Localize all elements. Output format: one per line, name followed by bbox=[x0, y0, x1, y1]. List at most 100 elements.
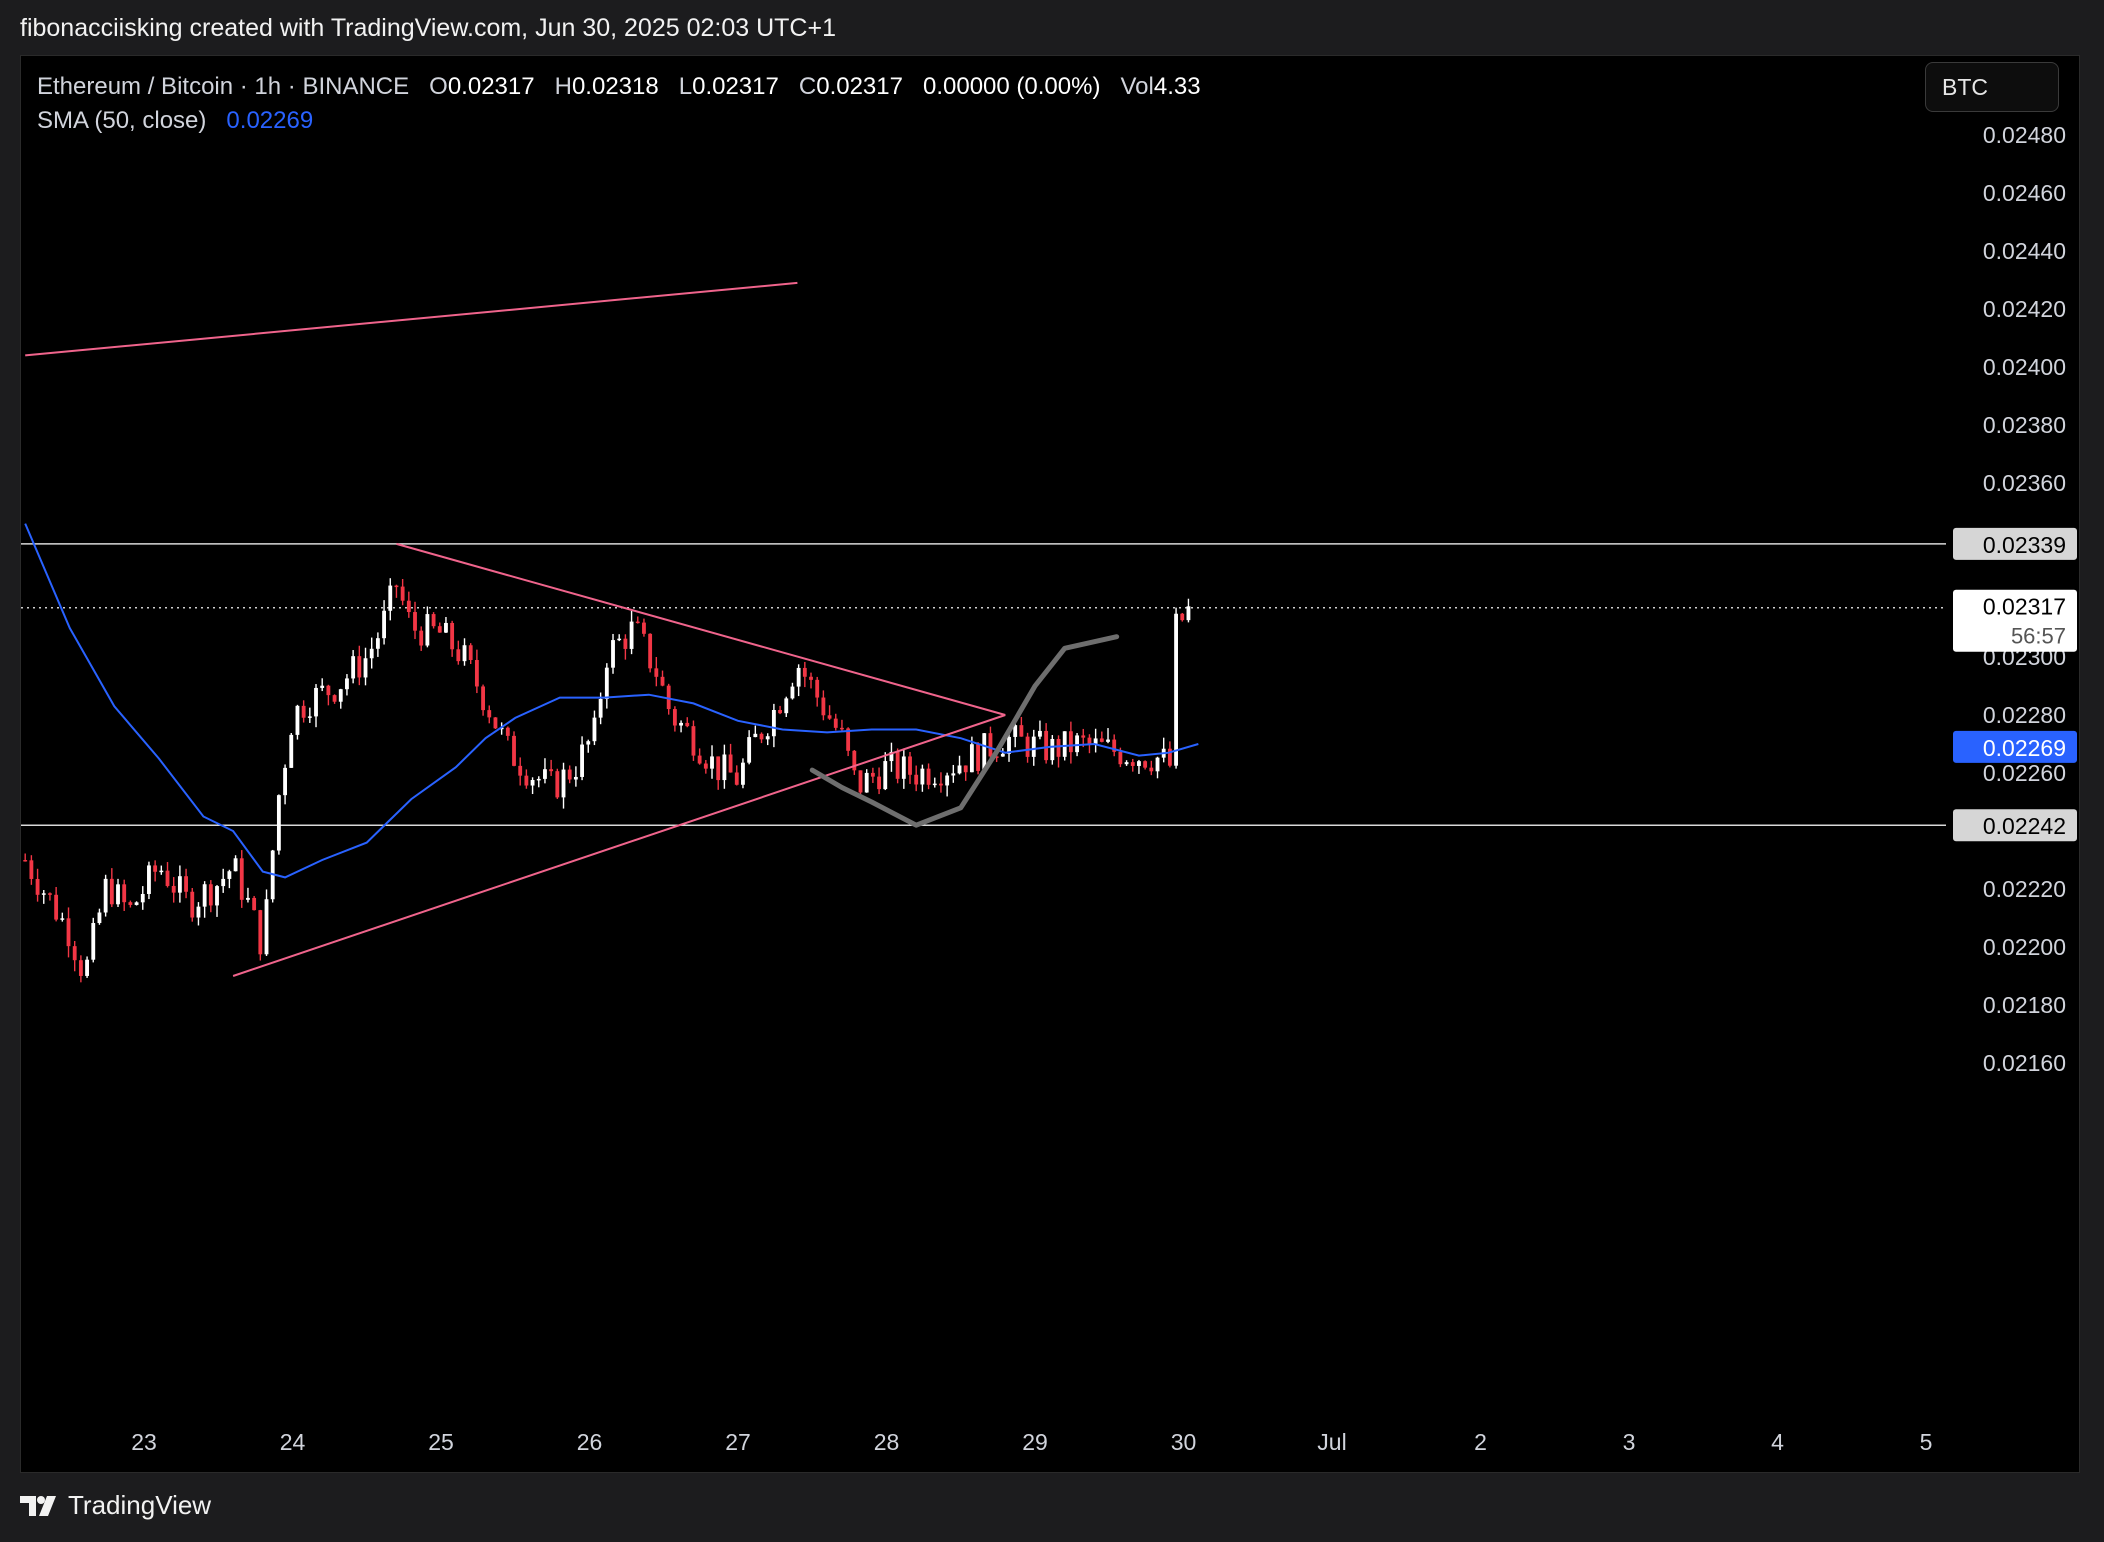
y-tick-label: 0.02440 bbox=[1983, 238, 2066, 264]
candle-down bbox=[976, 744, 980, 771]
candle-down bbox=[846, 728, 851, 751]
price-chart[interactable]: 0.02480 0.02460 0.02440 0.02420 0.02400 0.023… bbox=[21, 56, 2080, 1473]
candle-up bbox=[116, 884, 120, 905]
currency-selector[interactable]: BTC bbox=[1925, 62, 2059, 112]
candle-down bbox=[654, 668, 659, 677]
candle-up bbox=[103, 878, 108, 913]
candle-down bbox=[666, 685, 671, 710]
low-label: L bbox=[678, 73, 693, 100]
candle-up bbox=[246, 897, 250, 900]
candle-up bbox=[369, 648, 374, 659]
candle-down bbox=[549, 769, 554, 772]
volume-label: Vol bbox=[1120, 73, 1154, 100]
candle-up bbox=[951, 773, 956, 776]
candle-up bbox=[462, 645, 467, 662]
y-tick-label: 0.02400 bbox=[1983, 354, 2066, 380]
candle-down bbox=[184, 876, 188, 892]
candle-up bbox=[1062, 731, 1067, 757]
x-tick-label: 29 bbox=[1022, 1429, 1048, 1455]
candle-down bbox=[54, 894, 59, 920]
candle-up bbox=[573, 776, 578, 780]
candle-down bbox=[252, 897, 257, 911]
candle-up bbox=[889, 751, 894, 762]
candle-up bbox=[864, 772, 869, 793]
chart-area[interactable]: 0.02480 0.02460 0.02440 0.02420 0.02400 0.023… bbox=[20, 55, 2080, 1473]
candle-down bbox=[481, 686, 485, 711]
candle-up bbox=[747, 737, 752, 763]
candle-down bbox=[258, 910, 263, 955]
candle-up bbox=[883, 761, 888, 790]
candle-down bbox=[963, 765, 968, 773]
candle-down bbox=[493, 717, 498, 729]
low-value: 0.02317 bbox=[692, 73, 779, 100]
candle-down bbox=[301, 705, 306, 718]
candle-up bbox=[97, 912, 102, 924]
candle-down bbox=[23, 860, 28, 862]
trend-line bbox=[396, 542, 1006, 716]
candle-down bbox=[635, 621, 640, 624]
chart-legend: Ethereum / Bitcoin · 1h · BINANCE O0.023… bbox=[37, 70, 1201, 138]
y-tick-label: 0.02460 bbox=[1983, 180, 2066, 206]
candle-up bbox=[1155, 757, 1160, 772]
price-label-box bbox=[1953, 809, 2077, 842]
candle-up bbox=[543, 769, 547, 779]
candle-down bbox=[840, 727, 844, 730]
candle-down bbox=[1025, 736, 1030, 757]
x-tick-label: 4 bbox=[1771, 1429, 1784, 1455]
candle-up bbox=[530, 780, 535, 786]
candle-up bbox=[363, 658, 368, 678]
x-tick-label: 25 bbox=[428, 1429, 454, 1455]
candle-down bbox=[332, 695, 337, 702]
price-label-text: 0.02242 bbox=[1983, 813, 2066, 839]
symbol-label[interactable]: Ethereum / Bitcoin · 1h · BINANCE bbox=[37, 73, 410, 100]
candle-down bbox=[518, 765, 523, 776]
candle-down bbox=[1087, 737, 1092, 744]
candle-down bbox=[988, 733, 993, 757]
sma-indicator-label[interactable]: SMA (50, close) bbox=[37, 107, 207, 134]
candle-up bbox=[41, 893, 46, 895]
candle-down bbox=[734, 772, 739, 785]
candle-down bbox=[926, 768, 931, 785]
candle-down bbox=[685, 722, 690, 727]
candle-up bbox=[345, 678, 349, 690]
candle-up bbox=[444, 622, 448, 633]
candle-up bbox=[196, 906, 201, 918]
trend-line bbox=[232, 714, 1006, 977]
candle-down bbox=[809, 676, 813, 680]
candle-down bbox=[1149, 767, 1154, 772]
candle-up bbox=[320, 685, 325, 688]
candle-down bbox=[109, 878, 114, 905]
candle-up bbox=[617, 638, 622, 641]
candle-down bbox=[691, 726, 696, 756]
candle-down bbox=[802, 667, 807, 677]
candle-down bbox=[1044, 730, 1049, 761]
candle-down bbox=[895, 751, 900, 779]
price-label-text: 0.02339 bbox=[1983, 532, 2066, 558]
sma-indicator-value: 0.02269 bbox=[226, 107, 314, 134]
candle-down bbox=[994, 756, 999, 758]
candle-up bbox=[901, 756, 906, 779]
candle-down bbox=[914, 774, 919, 785]
candle-down bbox=[1180, 613, 1185, 621]
candle-down bbox=[852, 750, 857, 771]
candle-up bbox=[375, 638, 380, 649]
candle-up bbox=[982, 733, 987, 771]
candle-down bbox=[672, 709, 677, 726]
candle-up bbox=[215, 886, 219, 906]
candle-up bbox=[1000, 753, 1005, 757]
candle-up bbox=[604, 667, 609, 699]
candle-down bbox=[431, 614, 436, 627]
candle-down bbox=[1099, 738, 1104, 742]
candle-up bbox=[264, 899, 269, 955]
candle-down bbox=[450, 622, 455, 650]
candle-up bbox=[85, 959, 89, 976]
candle-up bbox=[233, 858, 238, 872]
y-tick-label: 0.02280 bbox=[1983, 702, 2066, 728]
candle-up bbox=[741, 762, 745, 785]
candle-up bbox=[283, 767, 287, 796]
volume-value: 4.33 bbox=[1153, 73, 1201, 100]
candle-up bbox=[790, 686, 795, 699]
candle-down bbox=[778, 710, 782, 714]
tradingview-logo[interactable]: TradingView bbox=[20, 1490, 211, 1521]
candle-up bbox=[388, 585, 393, 611]
